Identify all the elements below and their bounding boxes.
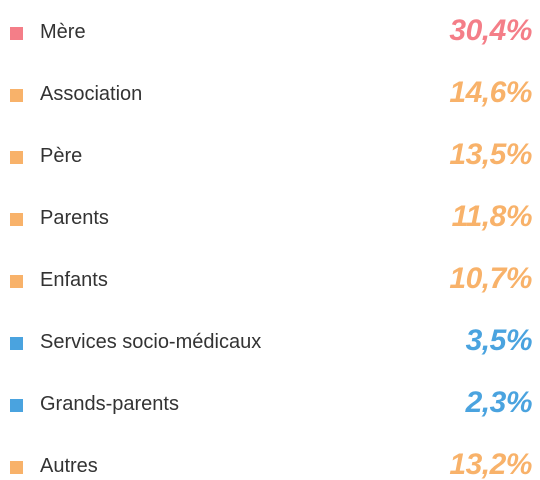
- legend-row: Mère 30,4%: [0, 13, 540, 53]
- legend-row: Enfants 10,7%: [0, 261, 540, 301]
- item-label: Autres: [40, 455, 98, 477]
- legend-row: Père 13,5%: [0, 137, 540, 177]
- color-swatch: [10, 27, 23, 40]
- color-swatch: [10, 151, 23, 164]
- item-value: 2,3%: [465, 386, 533, 419]
- item-value: 30,4%: [449, 14, 532, 47]
- color-swatch: [10, 461, 23, 474]
- item-value: 11,8%: [451, 200, 533, 233]
- legend-row: Services socio-médicaux 3,5%: [0, 323, 540, 363]
- item-label: Association: [40, 83, 143, 105]
- color-swatch: [10, 275, 23, 288]
- legend-row: Parents 11,8%: [0, 199, 540, 239]
- item-value: 3,5%: [465, 324, 533, 357]
- item-label: Père: [40, 145, 83, 167]
- item-label: Enfants: [40, 269, 108, 291]
- item-label: Mère: [40, 21, 86, 43]
- legend-row: Association 14,6%: [0, 75, 540, 115]
- item-label: Parents: [40, 207, 109, 229]
- color-swatch: [10, 337, 23, 350]
- color-swatch: [10, 89, 23, 102]
- item-label: Grands-parents: [40, 393, 179, 415]
- color-swatch: [10, 399, 23, 412]
- legend-row: Autres 13,2%: [0, 447, 540, 480]
- item-label: Services socio-médicaux: [40, 331, 262, 353]
- item-value: 13,2%: [449, 448, 532, 480]
- item-value: 14,6%: [449, 76, 532, 109]
- color-swatch: [10, 213, 23, 226]
- legend-row: Grands-parents 2,3%: [0, 385, 540, 425]
- item-value: 10,7%: [449, 262, 532, 295]
- item-value: 13,5%: [449, 138, 532, 171]
